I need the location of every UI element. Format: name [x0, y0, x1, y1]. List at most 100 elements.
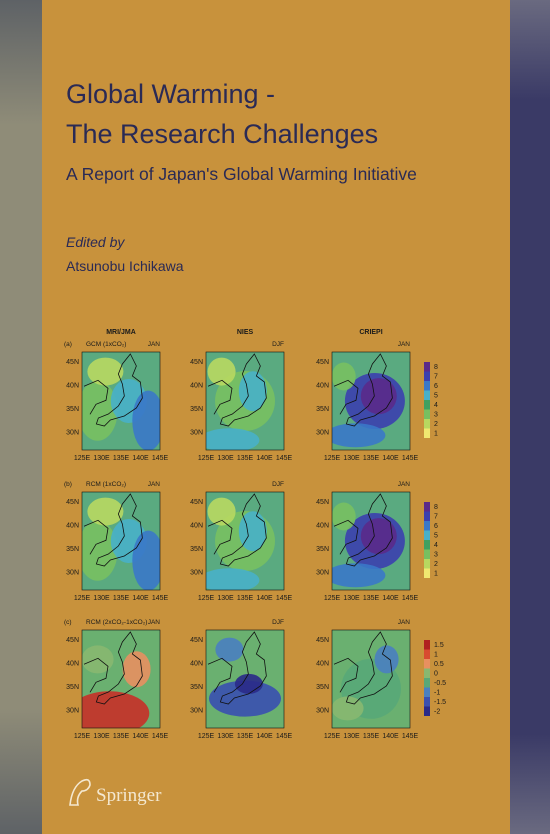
lat-label: 35N	[316, 406, 329, 413]
colorbar-label: 5	[434, 532, 438, 539]
colorbar-segment	[424, 521, 430, 531]
colorbar-label: 8	[434, 364, 438, 371]
panel-model: RCM (1xCO₂)	[86, 481, 126, 488]
lon-label: 135E	[237, 595, 254, 602]
map-frame	[81, 629, 161, 729]
month-tag: JAN	[398, 341, 411, 348]
map-frame	[331, 351, 411, 451]
panel-label: (c)	[64, 619, 72, 626]
lat-label: 30N	[316, 429, 329, 436]
lat-label: 45N	[316, 499, 329, 506]
lon-label: 125E	[74, 595, 91, 602]
month-tag: JAN	[398, 619, 411, 626]
lat-label: 40N	[66, 382, 79, 389]
map-blob	[360, 518, 397, 555]
lon-label: 145E	[402, 733, 419, 740]
colorbar-label: 5	[434, 392, 438, 399]
map	[206, 492, 284, 590]
lat-label: 40N	[316, 522, 329, 529]
lon-label: 140E	[382, 733, 399, 740]
lat-label: 30N	[190, 707, 203, 714]
map	[332, 630, 410, 728]
month-tag: JAN	[148, 619, 161, 626]
lon-label: 135E	[113, 733, 130, 740]
map-blob	[238, 511, 267, 552]
coastline	[333, 353, 393, 427]
colorbar-segment	[424, 540, 430, 550]
lon-label: 130E	[93, 455, 110, 462]
month-tag: JAN	[398, 481, 411, 488]
lon-label: 135E	[363, 595, 380, 602]
map-blob	[87, 497, 124, 526]
lon-label: 125E	[324, 733, 341, 740]
lat-label: 40N	[190, 382, 203, 389]
lon-label: 130E	[217, 455, 234, 462]
lat-label: 45N	[66, 637, 79, 644]
map-blob	[82, 380, 118, 441]
lon-label: 135E	[363, 455, 380, 462]
panel-label: (a)	[64, 341, 72, 348]
colorbar-label: 3	[434, 551, 438, 558]
map-blob	[132, 390, 160, 450]
lat-label: 45N	[190, 637, 203, 644]
month-tag: DJF	[272, 481, 284, 488]
lat-label: 35N	[66, 684, 79, 691]
lat-label: 35N	[190, 546, 203, 553]
coastline	[333, 493, 393, 567]
colorbar-label: 4	[434, 402, 438, 409]
colorbar-segment	[424, 530, 430, 540]
lon-label: 135E	[237, 455, 254, 462]
colorbar-segment	[424, 687, 430, 697]
lon-label: 125E	[324, 455, 341, 462]
colorbar-segment	[424, 502, 430, 512]
lat-label: 30N	[316, 707, 329, 714]
lon-label: 125E	[74, 455, 91, 462]
lat-label: 45N	[66, 499, 79, 506]
colorbar-label: -1.5	[434, 699, 446, 706]
lon-label: 130E	[343, 455, 360, 462]
lat-label: 35N	[66, 546, 79, 553]
colorbar-label: 6	[434, 383, 438, 390]
coastline	[83, 353, 143, 427]
lon-label: 130E	[93, 733, 110, 740]
colorbar-label: 1	[434, 570, 438, 577]
lat-label: 35N	[190, 406, 203, 413]
right-stripe	[510, 0, 550, 834]
lon-label: 130E	[343, 595, 360, 602]
panel-model: RCM (2xCO₂-1xCO₂)	[86, 619, 147, 626]
publisher: Springer	[96, 785, 162, 806]
lon-label: 140E	[132, 595, 149, 602]
lon-label: 145E	[152, 595, 169, 602]
map-blob	[215, 637, 244, 662]
springer-logo: Springer	[69, 778, 162, 806]
colorbar-label: 8	[434, 504, 438, 511]
lon-label: 135E	[113, 595, 130, 602]
lat-label: 30N	[190, 429, 203, 436]
lat-label: 35N	[316, 684, 329, 691]
map	[206, 352, 284, 450]
colorbar-label: 0	[434, 670, 438, 677]
lon-label: 145E	[152, 455, 169, 462]
colorbar-segment	[424, 371, 430, 381]
lon-label: 140E	[256, 733, 273, 740]
month-tag: DJF	[272, 341, 284, 348]
lon-label: 145E	[276, 455, 293, 462]
lon-label: 145E	[402, 455, 419, 462]
colorbar-label: 1	[434, 651, 438, 658]
lat-label: 30N	[66, 569, 79, 576]
colorbar-label: -2	[434, 708, 440, 715]
coastline	[83, 631, 143, 705]
lon-label: 135E	[113, 455, 130, 462]
lat-label: 45N	[316, 359, 329, 366]
coastline	[207, 631, 267, 705]
lon-label: 130E	[93, 595, 110, 602]
lon-label: 130E	[217, 595, 234, 602]
lon-label: 145E	[152, 733, 169, 740]
map	[82, 352, 160, 450]
map-blob	[207, 357, 236, 386]
lat-label: 40N	[66, 522, 79, 529]
figure: MRI/JMA NIES CRIEPI (a) GCM (1xCO₂) JAN 45N 40N…	[64, 329, 446, 740]
colorbar-segment	[424, 659, 430, 669]
colorbar-label: 1.5	[434, 642, 444, 649]
